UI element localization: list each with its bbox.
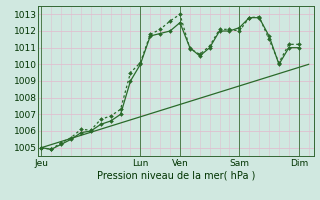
X-axis label: Pression niveau de la mer( hPa ): Pression niveau de la mer( hPa ) — [97, 171, 255, 181]
